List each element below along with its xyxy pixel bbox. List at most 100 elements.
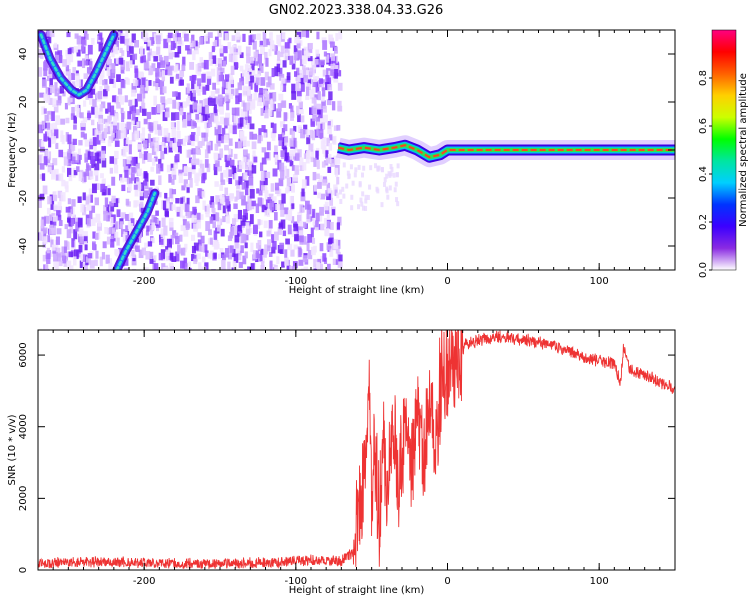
noise-cell bbox=[126, 137, 130, 145]
noise-cell bbox=[319, 243, 324, 252]
noise-cell bbox=[323, 217, 327, 228]
noise-cell bbox=[38, 155, 42, 166]
noise-cell bbox=[122, 158, 128, 167]
noise-cell bbox=[171, 179, 175, 185]
noise-cell bbox=[125, 213, 130, 221]
noise-cell bbox=[333, 46, 338, 54]
noise-cell bbox=[72, 256, 77, 266]
noise-cell bbox=[268, 251, 273, 257]
noise-cell bbox=[210, 90, 216, 101]
noise-cell bbox=[312, 79, 317, 87]
noise-cell bbox=[274, 45, 278, 55]
noise-cell bbox=[282, 147, 288, 155]
noise-cell bbox=[300, 115, 305, 123]
noise-cell bbox=[330, 69, 335, 76]
noise-cell bbox=[237, 82, 242, 90]
noise-cell bbox=[84, 60, 89, 66]
noise-cell bbox=[269, 92, 274, 99]
noise-cell bbox=[186, 187, 190, 193]
noise-cell bbox=[48, 87, 52, 95]
noise-cell bbox=[171, 167, 177, 177]
noise-cell bbox=[131, 157, 136, 166]
noise-cell bbox=[246, 64, 252, 72]
noise-cell bbox=[128, 99, 133, 106]
noise-cell bbox=[202, 200, 206, 210]
noise-cell bbox=[263, 38, 268, 47]
noise-cell bbox=[153, 120, 159, 130]
noise-cell bbox=[191, 92, 196, 102]
noise-cell bbox=[263, 170, 267, 181]
noise-cell bbox=[157, 126, 163, 136]
noise-cell bbox=[244, 251, 248, 259]
noise-cell bbox=[282, 230, 287, 237]
noise-cell bbox=[231, 218, 237, 226]
noise-cell bbox=[313, 94, 319, 100]
noise-cell bbox=[389, 164, 393, 170]
noise-cell bbox=[155, 210, 159, 216]
noise-cell bbox=[333, 239, 339, 249]
noise-cell bbox=[315, 220, 319, 228]
noise-cell bbox=[228, 53, 232, 62]
noise-cell bbox=[239, 191, 244, 200]
noise-cell bbox=[257, 197, 263, 207]
noise-cell bbox=[211, 202, 215, 213]
noise-cell bbox=[260, 171, 265, 182]
noise-cell bbox=[117, 88, 123, 95]
noise-cell bbox=[44, 114, 49, 122]
noise-cell bbox=[245, 225, 251, 235]
noise-cell bbox=[203, 59, 209, 70]
noise-cell bbox=[164, 211, 169, 218]
noise-cell bbox=[312, 237, 316, 244]
noise-cell bbox=[322, 40, 328, 50]
noise-cell bbox=[120, 80, 126, 89]
noise-cell bbox=[67, 97, 71, 106]
noise-cell bbox=[369, 165, 373, 171]
noise-cell bbox=[48, 71, 53, 81]
noise-cell bbox=[190, 139, 195, 147]
noise-cell bbox=[47, 196, 52, 205]
noise-cell bbox=[242, 156, 247, 163]
noise-cell bbox=[239, 161, 244, 170]
noise-cell bbox=[223, 134, 229, 144]
noise-cell bbox=[244, 115, 250, 126]
noise-cell bbox=[60, 134, 65, 142]
noise-cell bbox=[60, 192, 66, 202]
noise-cell bbox=[154, 125, 159, 135]
noise-cell bbox=[110, 46, 115, 53]
noise-cell bbox=[239, 78, 245, 86]
noise-cell bbox=[99, 123, 104, 131]
noise-cell bbox=[128, 60, 133, 68]
noise-cell bbox=[385, 186, 389, 192]
noise-cell bbox=[215, 212, 220, 222]
noise-cell bbox=[328, 57, 334, 66]
noise-cell bbox=[45, 149, 49, 159]
noise-cell bbox=[260, 261, 265, 269]
noise-cell bbox=[78, 228, 84, 237]
noise-cell bbox=[335, 245, 340, 254]
noise-cell bbox=[185, 45, 190, 51]
noise-cell bbox=[77, 196, 82, 203]
noise-cell bbox=[142, 140, 148, 148]
noise-cell bbox=[169, 140, 173, 148]
noise-cell bbox=[191, 163, 196, 170]
noise-cell bbox=[261, 147, 267, 153]
noise-cell bbox=[75, 70, 79, 76]
noise-cell bbox=[130, 250, 136, 259]
noise-cell bbox=[165, 246, 169, 252]
noise-cell bbox=[178, 169, 183, 176]
noise-cell bbox=[68, 219, 73, 227]
noise-cell bbox=[259, 231, 263, 238]
noise-cell bbox=[234, 172, 238, 180]
noise-cell bbox=[330, 63, 336, 72]
signal-core bbox=[338, 144, 675, 159]
noise-cell bbox=[171, 204, 176, 211]
noise-cell bbox=[141, 55, 146, 63]
noise-cell bbox=[326, 242, 331, 251]
noise-cell bbox=[301, 179, 307, 189]
noise-cell bbox=[181, 64, 186, 71]
noise-cell bbox=[81, 45, 85, 52]
noise-cell bbox=[329, 248, 334, 257]
noise-cell bbox=[138, 249, 144, 259]
noise-cell bbox=[61, 166, 66, 173]
noise-cell bbox=[327, 188, 332, 194]
